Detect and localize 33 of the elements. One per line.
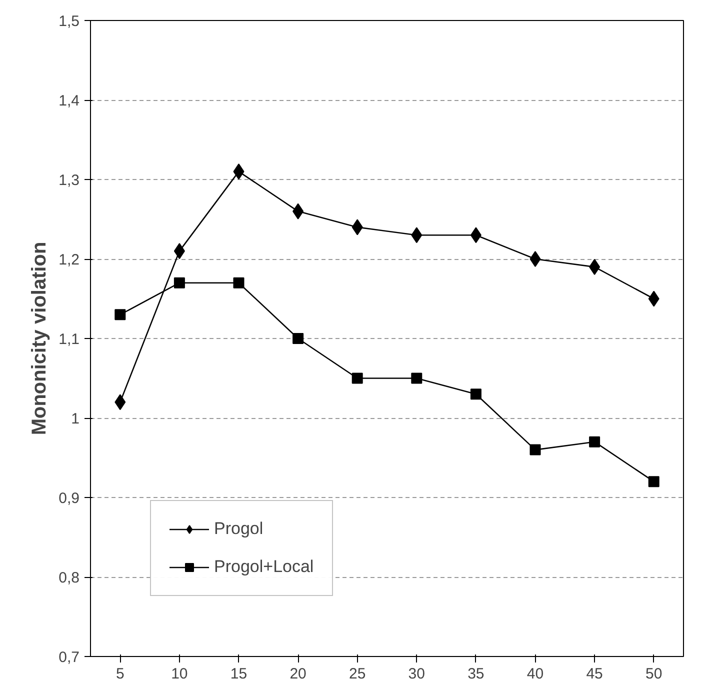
y-tick-label: 0,8 [58,570,80,586]
point [470,388,482,400]
y-tick-label: 1 [71,410,80,428]
point [352,372,363,384]
point [648,476,660,488]
point [530,251,541,267]
point [174,277,185,288]
y-tick-label: 0,9 [58,490,80,507]
x-tick-label: 35 [468,666,484,681]
point [292,333,304,344]
y-tick-label: 1,3 [58,172,80,189]
legend-label: Progol [214,519,264,539]
y-tick-label: 1,5 [58,13,80,30]
x-tick-label: 30 [408,666,425,681]
x-tick-label: 45 [586,666,603,681]
point [589,436,600,448]
x-tick-label: 25 [349,666,366,681]
x-tick-label: 15 [230,666,248,681]
y-tick-label: 1,1 [58,331,80,348]
y-tick-label: 0,7 [58,649,80,666]
x-tick-label: 20 [290,666,306,681]
point [411,372,422,384]
y-tick-label: 1,4 [58,92,80,110]
point [233,277,244,288]
y-tick-label: 1,2 [58,252,80,268]
point [114,309,126,320]
x-tick-label: 5 [116,666,124,681]
point [530,444,541,456]
legend-label: Progol+Local [214,557,314,577]
x-tick-label: 50 [646,666,662,681]
x-tick-label: 10 [171,666,188,681]
y-axis-title: Mononicity violation [28,242,51,436]
x-tick-label: 40 [526,666,544,681]
